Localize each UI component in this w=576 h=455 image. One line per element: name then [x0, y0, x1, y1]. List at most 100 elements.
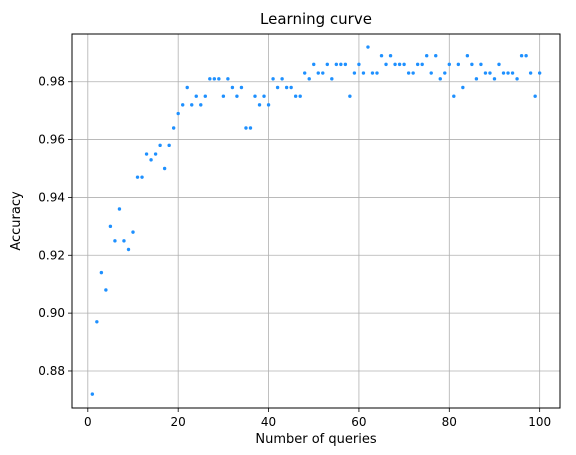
data-point — [230, 85, 235, 90]
data-point — [104, 288, 108, 292]
data-point — [303, 71, 307, 75]
data-point — [339, 62, 343, 67]
data-point — [158, 143, 162, 148]
data-point — [194, 94, 198, 98]
data-point — [488, 71, 492, 75]
data-point — [316, 71, 320, 75]
data-point — [262, 94, 266, 98]
data-point — [266, 103, 271, 107]
data-point — [357, 62, 361, 67]
data-point — [492, 77, 497, 81]
y-tick-label: 0.96 — [38, 133, 65, 147]
grid — [72, 34, 560, 408]
data-point — [298, 94, 302, 98]
data-point — [212, 77, 217, 81]
data-point — [176, 111, 180, 116]
data-point — [515, 77, 519, 81]
data-point — [248, 126, 253, 130]
data-point — [90, 392, 95, 396]
data-point — [379, 53, 384, 58]
data-point — [131, 230, 135, 234]
data-point — [162, 166, 167, 171]
data-point — [519, 53, 524, 58]
chart-title: Learning curve — [260, 10, 372, 28]
data-point — [479, 62, 483, 67]
data-point — [325, 62, 329, 67]
data-point — [415, 62, 420, 67]
data-points — [90, 45, 542, 396]
data-point — [199, 103, 203, 107]
data-point — [483, 71, 488, 75]
data-point — [438, 77, 442, 81]
data-point — [126, 247, 131, 252]
x-tick-label: 60 — [351, 415, 366, 429]
data-point — [501, 71, 506, 75]
ticks: 0 20 40 60 80 100 0.88 0.90 0.92 0.94 0.96 0.98 — [38, 75, 551, 429]
x-axis-label: Number of queries — [255, 432, 376, 447]
data-point — [253, 94, 257, 98]
data-point — [113, 239, 117, 243]
data-point — [366, 45, 370, 49]
data-point — [474, 77, 479, 81]
data-point — [284, 85, 289, 90]
x-tick-label: 20 — [171, 415, 186, 429]
data-point — [497, 62, 501, 67]
data-point — [140, 175, 144, 179]
y-tick-label: 0.94 — [38, 190, 65, 204]
data-point — [275, 85, 280, 90]
y-axis-label: Accuracy — [9, 191, 24, 251]
data-point — [456, 62, 461, 67]
data-point — [397, 62, 402, 67]
data-point — [420, 62, 424, 67]
data-point — [171, 126, 176, 130]
data-point — [239, 85, 244, 90]
y-tick-label: 0.90 — [38, 306, 65, 320]
data-point — [352, 71, 357, 75]
data-point — [406, 71, 411, 75]
data-point — [181, 103, 185, 107]
data-point — [217, 77, 221, 81]
data-point — [461, 85, 465, 90]
data-point — [447, 62, 451, 67]
data-point — [470, 62, 474, 67]
data-point — [370, 71, 375, 75]
data-point — [235, 94, 239, 98]
data-point — [144, 152, 149, 156]
x-tick-label: 80 — [442, 415, 457, 429]
data-point — [393, 62, 397, 67]
data-point — [95, 320, 99, 324]
data-point — [321, 71, 325, 75]
data-point — [533, 94, 537, 98]
data-point — [221, 94, 226, 98]
data-point — [425, 53, 429, 58]
data-point — [384, 62, 388, 67]
data-point — [452, 94, 456, 98]
data-point — [135, 175, 140, 179]
y-tick-label: 0.92 — [38, 248, 65, 262]
x-tick-label: 40 — [261, 415, 276, 429]
data-point — [280, 77, 284, 81]
data-point — [153, 152, 158, 156]
data-point — [402, 62, 406, 67]
x-tick-label: 100 — [528, 415, 551, 429]
y-tick-label: 0.88 — [38, 364, 65, 378]
data-point — [434, 53, 438, 58]
data-point — [190, 103, 194, 107]
data-point — [443, 71, 447, 75]
data-point — [429, 71, 433, 75]
x-tick-label: 0 — [84, 415, 92, 429]
data-point — [411, 71, 415, 75]
data-point — [334, 62, 339, 67]
data-point — [348, 94, 352, 98]
data-point — [307, 77, 311, 81]
data-point — [361, 71, 366, 75]
data-point — [149, 158, 153, 162]
data-point — [185, 85, 189, 90]
data-point — [537, 71, 542, 75]
data-point — [375, 71, 379, 75]
data-point — [99, 270, 104, 275]
data-point — [528, 71, 533, 75]
data-point — [257, 103, 262, 107]
data-point — [524, 53, 528, 58]
